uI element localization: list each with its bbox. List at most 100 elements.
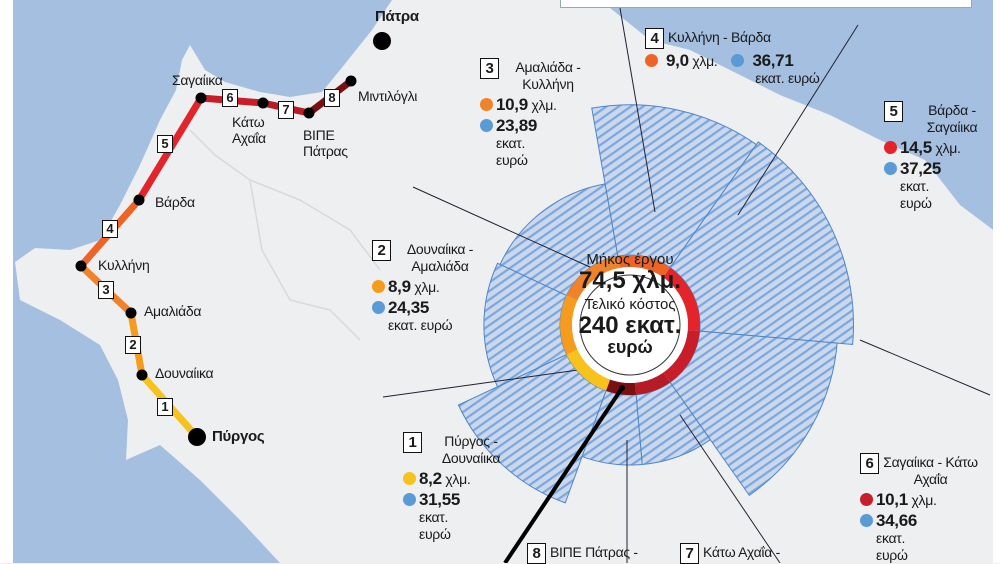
length-arc-6: [663, 330, 700, 383]
segment-cost: 23,89: [496, 116, 538, 135]
leader-line: [859, 339, 991, 396]
city-label: Δουναίικα: [155, 365, 214, 381]
length-label: Μήκος έργου: [586, 251, 674, 268]
cost-unit: εκατ. ευρώ: [755, 70, 820, 86]
segment-title: Δουναίικα - Αμαλιάδα: [406, 241, 474, 274]
station-marker: [195, 92, 207, 104]
station-marker: [125, 307, 137, 319]
station-marker: [257, 97, 269, 109]
route-segment-number: 3: [98, 281, 114, 299]
left-margin: [0, 0, 13, 563]
city-label: Κάτω Αχαΐα: [232, 114, 266, 146]
cost-unit: ευρώ: [607, 336, 653, 357]
segment-callout-6: 6 Σαγαίικα - Κάτω Αχαΐα 10,1 χλμ. 34,66 εκατ…: [860, 453, 978, 564]
city-label: Πύργος: [212, 428, 265, 445]
sea-northeast: [600, 0, 1000, 235]
segment-title: ΒΙΠΕ Πάτρας -: [550, 544, 638, 560]
km-unit: χλμ.: [911, 492, 937, 508]
length-dot-icon: [645, 54, 658, 67]
cost-dot-icon: [480, 119, 493, 132]
segment-length: 14,5: [900, 138, 932, 157]
length-arc-5: [663, 267, 700, 332]
cost-label: Τελικό κόστος: [584, 295, 676, 313]
length-arc-4: [617, 254, 671, 278]
segment-callout-7: 7 Κάτω Αχαΐα -: [680, 543, 780, 564]
segment-length: 8,9: [388, 277, 411, 296]
city-label: Πάτρα: [375, 8, 419, 25]
segment-cost: 24,35: [388, 298, 430, 317]
city-label: Βάρδα: [155, 194, 195, 210]
segment-length: 9,0: [666, 51, 689, 70]
length-dot-icon: [403, 472, 416, 485]
cost-dot-icon: [860, 514, 873, 527]
top-panel: [560, 0, 972, 8]
route-segment-number: 4: [102, 220, 118, 238]
route-segment-number: 7: [278, 101, 294, 119]
leader-line: [679, 414, 781, 563]
segment-callout-4: 4 Κυλλήνη - Βάρδα 9,0 χλμ. 36,71 εκατ. ευρώ: [645, 28, 822, 87]
segment-length: 10,1: [876, 490, 908, 509]
segment-number: 4: [645, 28, 664, 49]
route-segment-number: 6: [222, 89, 238, 107]
regional-border: [189, 129, 381, 341]
city-label: Αμαλιάδα: [144, 303, 202, 319]
segment-number: 2: [372, 240, 391, 261]
segment-callout-8: 8 ΒΙΠΕ Πάτρας -: [527, 543, 638, 564]
km-unit: χλμ.: [692, 53, 718, 69]
cost-unit: εκατ. ευρώ: [496, 135, 528, 168]
length-arc-1: [566, 349, 611, 391]
cost-unit: εκατ. ευρώ: [388, 317, 453, 333]
direction-arrow-circle: [579, 274, 681, 376]
segment-callout-2: 2 Δουναίικα - Αμαλιάδα 8,9 χλμ. 24,35 εκατ. …: [372, 240, 485, 334]
segment-title: Κυλλήνη - Βάρδα: [668, 29, 771, 45]
leader-line: [619, 7, 656, 213]
station-marker: [133, 194, 145, 206]
segment-title: Βάρδα - Σαγαίικα: [926, 102, 978, 135]
length-arc-3: [566, 256, 620, 301]
city-label: Μιντιλόγλι: [358, 88, 418, 104]
cost-dot-icon: [731, 54, 745, 67]
length-arc-7: [635, 372, 671, 395]
station-marker: [345, 75, 357, 87]
segment-number: 8: [527, 543, 546, 564]
length-dot-icon: [884, 141, 897, 154]
segment-length: 8,2: [419, 469, 442, 488]
length-dot-icon: [372, 280, 385, 293]
cost-value: 240 εκατ.: [578, 311, 682, 339]
route-segment-number: 1: [157, 398, 173, 416]
city-label: Κυλλήνη: [98, 257, 150, 273]
leader-line: [412, 186, 593, 269]
station-marker: [136, 369, 148, 381]
segment-callout-3: 3 Αμαλιάδα - Κυλλήνη 10,9 χλμ. 23,89 εκατ. ε…: [480, 58, 593, 169]
leader-line: [382, 369, 579, 398]
segment-number: 5: [884, 101, 903, 122]
route-segment-number: 5: [157, 135, 173, 153]
pointer-dot: [619, 385, 625, 391]
segment-cost: 34,66: [876, 511, 918, 530]
center-disc: [572, 267, 688, 383]
segment-callout-1: 1 Πύργος - Δουναίικα 8,2 χλμ. 31,55 εκατ. ευ…: [403, 432, 516, 543]
segment-cost: 37,25: [900, 159, 942, 178]
segment-cost: 36,71: [752, 51, 794, 70]
cost-unit: εκατ. ευρώ: [900, 178, 932, 211]
leader-line: [737, 24, 859, 216]
city-label: ΒΙΠΕ Πάτρας: [303, 127, 348, 159]
station-marker: [373, 32, 391, 50]
station-marker: [188, 428, 206, 446]
route-segment-number: 8: [324, 89, 340, 107]
segment-title: Πύργος - Δουναίικα: [441, 433, 501, 466]
segment-length: 10,9: [496, 95, 528, 114]
cost-unit: εκατ. ευρώ: [876, 530, 908, 563]
segment-number: 3: [480, 58, 499, 79]
sea-west: [0, 0, 392, 563]
pointer-line: [503, 386, 624, 563]
segment-callout-5: 5 Βάρδα - Σαγαίικα 14,5 χλμ. 37,25 εκατ. ευρ…: [884, 101, 997, 212]
segment-title: Κάτω Αχαΐα -: [703, 544, 780, 560]
cost-dot-icon: [884, 162, 897, 175]
km-unit: χλμ.: [531, 97, 557, 113]
segment-number: 1: [403, 432, 422, 453]
segment-cost: 31,55: [419, 490, 461, 509]
length-value: 74,5 χλμ.: [579, 266, 681, 294]
right-margin: [993, 0, 1000, 563]
